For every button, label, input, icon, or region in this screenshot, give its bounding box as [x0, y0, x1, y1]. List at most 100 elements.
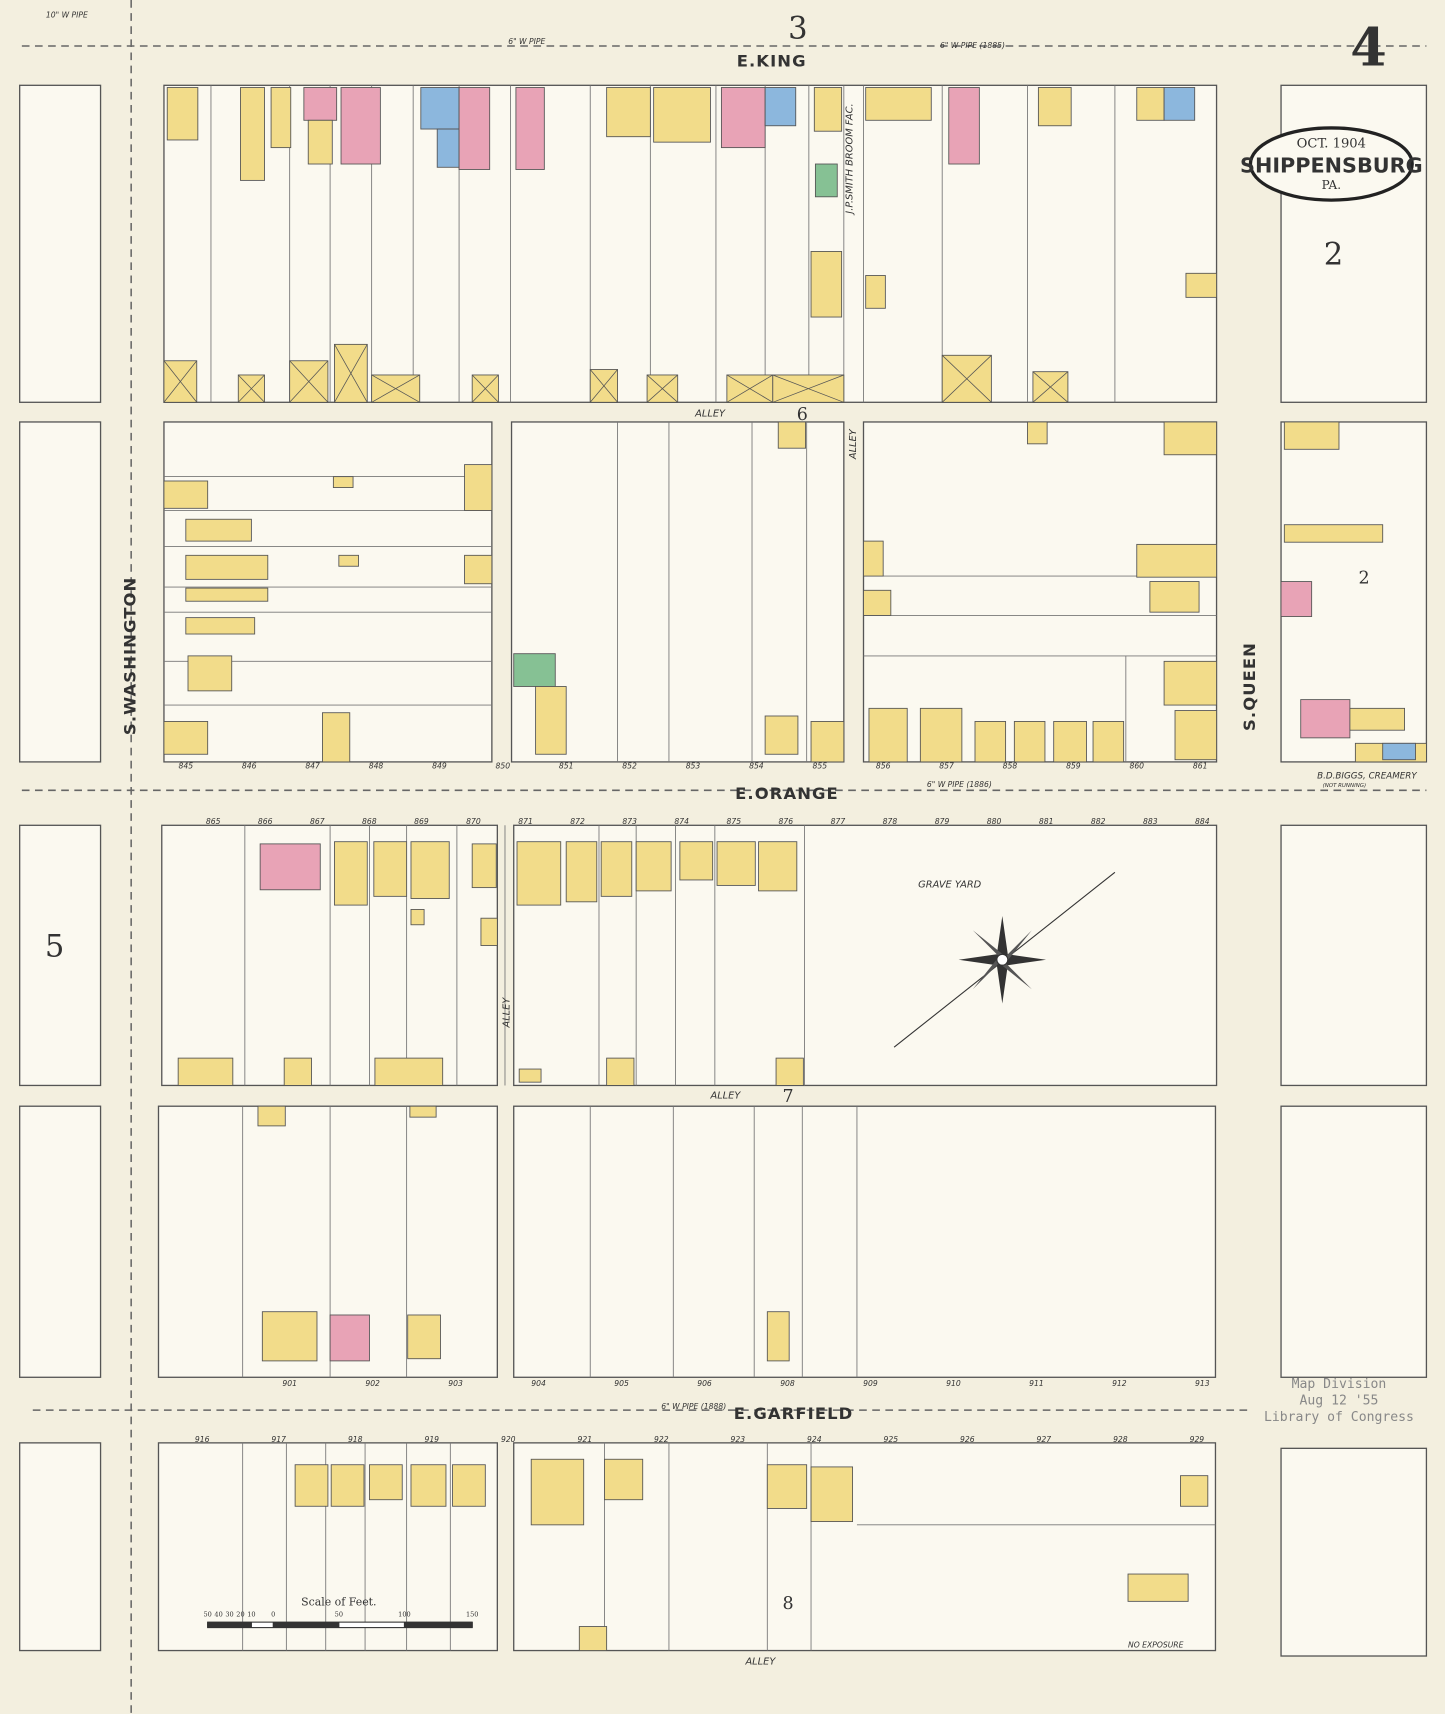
building [578, 1626, 608, 1651]
scale-fill [207, 1622, 252, 1628]
house-number: 904 [531, 1379, 546, 1388]
house-number: 855 [812, 761, 827, 770]
building [1149, 581, 1200, 613]
stamp: Map Division [1292, 1377, 1387, 1392]
compass [893, 871, 1116, 1048]
building [1163, 660, 1217, 706]
pipe-label: 6" W PIPE [508, 37, 545, 46]
alley-label: ALLEY [694, 409, 726, 420]
building [257, 1105, 286, 1127]
house-number: 856 [876, 761, 891, 770]
shed-cross [1032, 371, 1069, 403]
pipe-label: 10" W PIPE [46, 11, 88, 20]
building [1283, 524, 1384, 543]
building [974, 721, 1007, 763]
building [535, 686, 567, 755]
building [1300, 699, 1351, 739]
building [166, 87, 199, 141]
house-number: 851 [559, 761, 574, 770]
building [322, 712, 351, 763]
building [259, 843, 321, 891]
house-number: 919 [424, 1435, 439, 1444]
house-number: 872 [570, 817, 585, 826]
building [163, 480, 209, 509]
house-number: 868 [362, 817, 377, 826]
building [240, 87, 265, 181]
block-number: 5 [45, 929, 64, 964]
house-number: 865 [206, 817, 221, 826]
house-number: 906 [697, 1379, 712, 1388]
street-name: E.KING [737, 52, 807, 71]
shed-cross [772, 374, 844, 403]
building [185, 554, 269, 580]
building [1053, 721, 1087, 763]
building [810, 251, 843, 318]
scale-label: 50 [335, 1611, 343, 1619]
building [330, 1464, 365, 1507]
building [775, 1057, 804, 1086]
house-number: 845 [179, 761, 194, 770]
building [516, 841, 562, 906]
house-number: 908 [780, 1379, 795, 1388]
building [863, 540, 884, 577]
pipe-label: 6" W PIPE (1888) [661, 1402, 726, 1411]
house-number: 870 [466, 817, 481, 826]
building [464, 464, 493, 511]
building [464, 554, 493, 585]
scale-label: 150 [466, 1611, 478, 1619]
building [452, 1464, 486, 1507]
building [1136, 543, 1217, 578]
building [814, 163, 838, 198]
scale-fill [404, 1622, 473, 1628]
scale-label: 100 [398, 1611, 411, 1619]
cartouche-town: SHIPPENSBURG [1240, 154, 1423, 178]
house-number: 880 [987, 817, 1002, 826]
shed-cross [371, 374, 420, 403]
house-number: 878 [883, 817, 898, 826]
house-number: 903 [448, 1379, 463, 1388]
note: NO EXPOSURE [1128, 1640, 1184, 1649]
house-number: 928 [1113, 1435, 1128, 1444]
building [407, 1314, 441, 1360]
shed-cross [289, 360, 329, 403]
house-number: 909 [863, 1379, 878, 1388]
block [19, 421, 102, 763]
building [1382, 742, 1416, 761]
block [19, 1105, 102, 1378]
building [1037, 87, 1072, 127]
block-number: 8 [783, 1594, 794, 1614]
building [720, 87, 766, 149]
house-number: 879 [935, 817, 950, 826]
house-number: 869 [414, 817, 429, 826]
house-number: 926 [960, 1435, 975, 1444]
house-numbers: 845 846 847 848 849 850 851 852 853 854 855 856 857 8… [179, 761, 1210, 1443]
building [766, 1464, 808, 1509]
house-number: 873 [622, 817, 637, 826]
building [307, 119, 333, 165]
house-number: 881 [1039, 817, 1054, 826]
alley-label: ALLEY [848, 428, 859, 460]
building [332, 476, 354, 488]
shed-cross [646, 374, 678, 403]
grave-yard-label: GRAVE YARD [918, 880, 982, 891]
house-number: 850 [496, 761, 511, 770]
building [177, 1057, 234, 1086]
house-number: 884 [1195, 817, 1210, 826]
building [1180, 1475, 1209, 1507]
building [518, 1068, 542, 1083]
house-number: 929 [1190, 1435, 1205, 1444]
block-number: 2 [1359, 569, 1370, 589]
house-number: 853 [686, 761, 701, 770]
building-label: (NOT RUNNING) [1323, 783, 1367, 789]
building [653, 87, 711, 143]
house-number: 866 [258, 817, 273, 826]
house-number: 877 [831, 817, 846, 826]
building [185, 617, 256, 635]
alley-label: ALLEY [744, 1657, 776, 1668]
house-number: 861 [1193, 761, 1208, 770]
pipe-label: 6" W PIPE (1886) [927, 780, 992, 789]
house-number: 857 [939, 761, 954, 770]
buildings [163, 87, 1427, 1651]
shed-cross [726, 374, 773, 403]
